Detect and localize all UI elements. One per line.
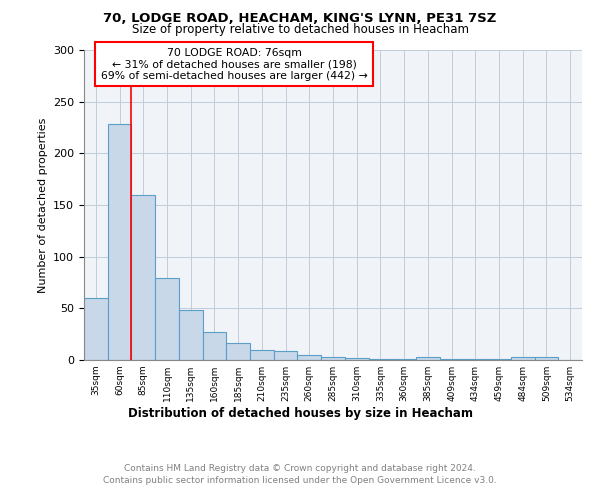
Text: Contains HM Land Registry data © Crown copyright and database right 2024.: Contains HM Land Registry data © Crown c… xyxy=(124,464,476,473)
Bar xyxy=(511,357,535,360)
Bar xyxy=(440,359,463,360)
Bar xyxy=(416,357,440,360)
Text: Size of property relative to detached houses in Heacham: Size of property relative to detached ho… xyxy=(131,22,469,36)
Bar xyxy=(368,359,392,360)
Bar xyxy=(131,194,155,360)
Bar xyxy=(345,358,368,360)
Bar xyxy=(274,350,298,360)
Bar xyxy=(298,355,321,360)
Text: Distribution of detached houses by size in Heacham: Distribution of detached houses by size … xyxy=(128,408,473,420)
Bar xyxy=(226,344,250,360)
Y-axis label: Number of detached properties: Number of detached properties xyxy=(38,118,47,292)
Bar xyxy=(84,298,108,360)
Bar xyxy=(108,124,131,360)
Text: 70 LODGE ROAD: 76sqm
← 31% of detached houses are smaller (198)
69% of semi-deta: 70 LODGE ROAD: 76sqm ← 31% of detached h… xyxy=(101,48,367,80)
Bar xyxy=(535,357,558,360)
Text: 70, LODGE ROAD, HEACHAM, KING'S LYNN, PE31 7SZ: 70, LODGE ROAD, HEACHAM, KING'S LYNN, PE… xyxy=(103,12,497,24)
Bar xyxy=(392,359,416,360)
Bar xyxy=(155,278,179,360)
Bar xyxy=(487,359,511,360)
Text: Contains public sector information licensed under the Open Government Licence v3: Contains public sector information licen… xyxy=(103,476,497,485)
Bar xyxy=(250,350,274,360)
Bar xyxy=(463,359,487,360)
Bar xyxy=(203,332,226,360)
Bar xyxy=(321,357,345,360)
Bar xyxy=(179,310,203,360)
